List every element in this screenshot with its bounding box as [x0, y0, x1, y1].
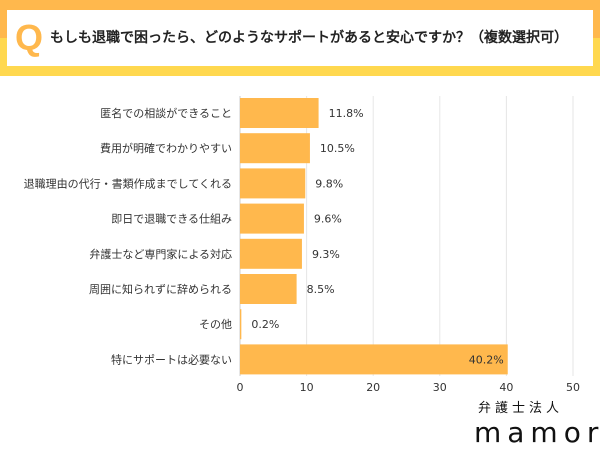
data-label: 11.8%: [329, 107, 364, 120]
question-mark: Q: [15, 17, 44, 58]
bar: [240, 203, 304, 234]
category-label: 費用が明確でわかりやすい: [100, 141, 232, 155]
data-label: 9.6%: [314, 213, 342, 226]
bar: [240, 309, 242, 340]
bar: [240, 344, 508, 375]
category-label: その他: [199, 318, 232, 331]
data-label: 8.5%: [307, 283, 335, 296]
bar: [240, 238, 302, 269]
bar: [240, 133, 310, 164]
question-banner: [0, 0, 600, 76]
category-label: 弁護士など専門家による対応: [89, 247, 232, 261]
category-label: 即日で退職できる仕組み: [111, 213, 232, 226]
x-tick-label: 40: [499, 381, 513, 394]
x-tick-label: 50: [566, 381, 580, 394]
data-label: 9.3%: [312, 248, 340, 261]
bar: [240, 168, 306, 199]
x-tick-label: 30: [433, 381, 447, 394]
x-tick-label: 10: [300, 381, 314, 394]
category-label: 特にサポートは必要ない: [111, 352, 232, 366]
data-label: 0.2%: [251, 318, 279, 331]
bar: [240, 98, 319, 128]
x-tick-label: 0: [237, 381, 244, 394]
data-label: 40.2%: [469, 353, 504, 366]
data-label: 10.5%: [320, 142, 355, 155]
category-label: 匿名での相談ができること: [100, 106, 232, 120]
bar: [240, 274, 297, 304]
x-tick-label: 20: [366, 381, 380, 394]
data-label: 9.8%: [315, 177, 343, 190]
question-text: もしも退職で困ったら、どのようなサポートがあると安心ですか？（複数選択可）: [50, 30, 568, 46]
question-banner-inner: [7, 10, 593, 66]
logo-line2: mamori: [474, 416, 600, 449]
category-label: 周囲に知られずに辞められる: [89, 282, 232, 296]
category-label: 退職理由の代行・書類作成までしてくれる: [24, 176, 232, 190]
logo-line1: 弁護士法人: [478, 401, 564, 416]
